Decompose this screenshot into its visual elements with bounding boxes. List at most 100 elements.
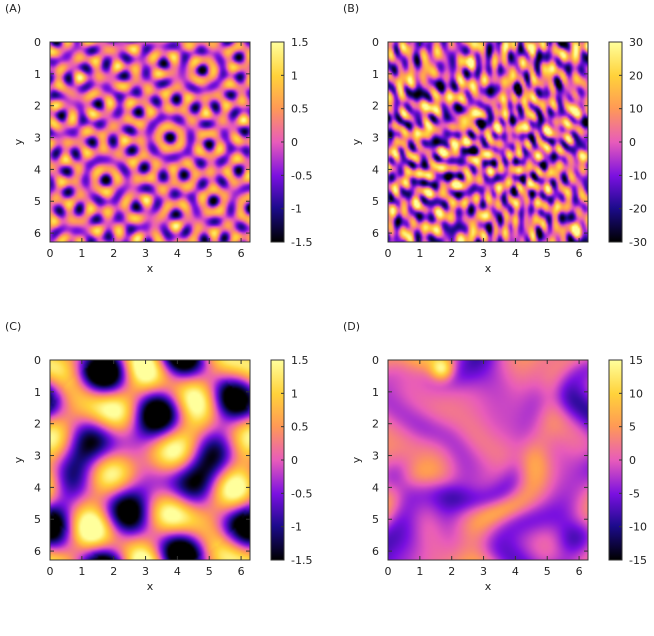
- x-axis-label: x: [485, 262, 492, 275]
- colorbar-tick-label: 0.5: [291, 103, 309, 116]
- x-tick-label: 0: [47, 565, 54, 578]
- x-axis-label: x: [147, 580, 154, 593]
- y-tick-label: 0: [372, 36, 379, 49]
- colorbar-tick-label: -1: [291, 203, 302, 216]
- y-tick-label: 3: [372, 132, 379, 145]
- x-tick-label: 4: [512, 565, 519, 578]
- x-tick-label: 4: [174, 247, 181, 260]
- colorbar-tick-label: -1: [291, 521, 302, 534]
- colorbar-tick-label: -0.5: [291, 169, 312, 182]
- colorbar-tick-label: 20: [629, 69, 643, 82]
- y-tick-label: 5: [34, 195, 41, 208]
- colorbar-tick-label: 5: [629, 421, 636, 434]
- y-tick-label: 2: [372, 100, 379, 113]
- y-tick-label: 6: [34, 545, 41, 558]
- y-tick-label: 6: [372, 227, 379, 240]
- x-tick-label: 5: [206, 247, 213, 260]
- colorbar-tick-label: -10: [629, 521, 647, 534]
- heatmap-image: [50, 360, 250, 560]
- x-tick-label: 4: [512, 247, 519, 260]
- colorbar-tick-label: 1: [291, 387, 298, 400]
- x-tick-label: 5: [544, 565, 551, 578]
- x-tick-label: 6: [238, 565, 245, 578]
- colorbar-tick-label: 1.5: [291, 36, 309, 49]
- x-tick-label: 2: [110, 247, 117, 260]
- x-tick-label: 2: [448, 565, 455, 578]
- y-tick-label: 5: [372, 195, 379, 208]
- x-tick-label: 0: [385, 247, 392, 260]
- y-axis-label: y: [12, 138, 25, 145]
- plot-frame: [387, 41, 589, 243]
- x-tick-label: 1: [78, 565, 85, 578]
- panel-label: (A): [5, 2, 21, 15]
- x-tick-label: 3: [480, 247, 487, 260]
- x-tick-label: 3: [480, 565, 487, 578]
- colorbar-tick-label: -30: [629, 236, 647, 249]
- y-axis-label: y: [350, 138, 363, 145]
- colorbar-tick-label: -0.5: [291, 487, 312, 500]
- y-tick-label: 2: [34, 418, 41, 431]
- y-axis-label: y: [350, 456, 363, 463]
- x-tick-label: 1: [416, 565, 423, 578]
- colorbar-tick-label: 15: [629, 354, 643, 367]
- plot-frame: [49, 359, 251, 561]
- plot-frame: [49, 41, 251, 243]
- x-tick-label: 4: [174, 565, 181, 578]
- x-tick-label: 1: [416, 247, 423, 260]
- colorbar-tick-label: -1.5: [291, 554, 312, 567]
- colorbar-tick-label: 0.5: [291, 421, 309, 434]
- plot-frame: [387, 359, 589, 561]
- panel-label: (C): [5, 320, 21, 333]
- colorbar-tick-label: -5: [629, 487, 640, 500]
- colorbar-tick-label: -1.5: [291, 236, 312, 249]
- y-tick-label: 3: [372, 450, 379, 463]
- colorbar-tick-label: -20: [629, 203, 647, 216]
- y-tick-label: 2: [372, 418, 379, 431]
- y-tick-label: 3: [34, 450, 41, 463]
- y-tick-label: 0: [372, 354, 379, 367]
- y-axis-label: y: [12, 456, 25, 463]
- colorbar-tick-label: 10: [629, 103, 643, 116]
- panel-label: (D): [343, 320, 360, 333]
- y-tick-label: 1: [34, 386, 41, 399]
- y-tick-label: 4: [34, 481, 41, 494]
- y-tick-label: 5: [34, 513, 41, 526]
- x-tick-label: 6: [576, 565, 583, 578]
- colorbar-tick-label: 0: [291, 454, 298, 467]
- x-tick-label: 5: [206, 565, 213, 578]
- y-tick-label: 6: [34, 227, 41, 240]
- colorbar-tick-label: 1: [291, 69, 298, 82]
- x-tick-label: 3: [142, 565, 149, 578]
- heatmap-image: [388, 42, 588, 242]
- x-tick-label: 3: [142, 247, 149, 260]
- x-axis-label: x: [147, 262, 154, 275]
- x-tick-label: 6: [576, 247, 583, 260]
- colorbar-tick-label: 0: [629, 136, 636, 149]
- y-tick-label: 4: [372, 481, 379, 494]
- heatmap-image: [50, 42, 250, 242]
- y-tick-label: 1: [372, 386, 379, 399]
- y-tick-label: 1: [34, 68, 41, 81]
- y-tick-label: 2: [34, 100, 41, 113]
- colorbar-tick-label: 1.5: [291, 354, 309, 367]
- x-tick-label: 2: [110, 565, 117, 578]
- y-tick-label: 6: [372, 545, 379, 558]
- heatmap-image: [388, 360, 588, 560]
- colorbar-tick-label: 30: [629, 36, 643, 49]
- y-tick-label: 1: [372, 68, 379, 81]
- y-tick-label: 4: [34, 163, 41, 176]
- colorbar-tick-label: -15: [629, 554, 647, 567]
- colorbar-tick-label: 10: [629, 387, 643, 400]
- panel-label: (B): [343, 2, 359, 15]
- colorbar-tick-label: 0: [291, 136, 298, 149]
- colorbar-tick-label: 0: [629, 454, 636, 467]
- y-tick-label: 0: [34, 354, 41, 367]
- x-tick-label: 0: [47, 247, 54, 260]
- x-axis-label: x: [485, 580, 492, 593]
- y-tick-label: 3: [34, 132, 41, 145]
